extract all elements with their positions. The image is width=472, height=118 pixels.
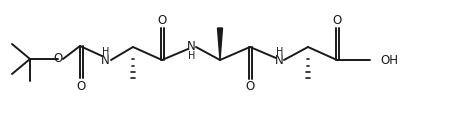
Text: N: N (101, 53, 110, 67)
Text: OH: OH (380, 53, 398, 67)
Text: O: O (157, 13, 167, 27)
Text: H: H (276, 47, 284, 57)
Text: O: O (245, 80, 254, 93)
Text: N: N (186, 40, 195, 53)
Text: H: H (188, 51, 196, 61)
Text: O: O (53, 53, 63, 65)
Text: H: H (102, 47, 110, 57)
Text: O: O (332, 13, 342, 27)
Text: N: N (275, 53, 283, 67)
Polygon shape (218, 28, 222, 60)
Text: O: O (76, 80, 85, 93)
